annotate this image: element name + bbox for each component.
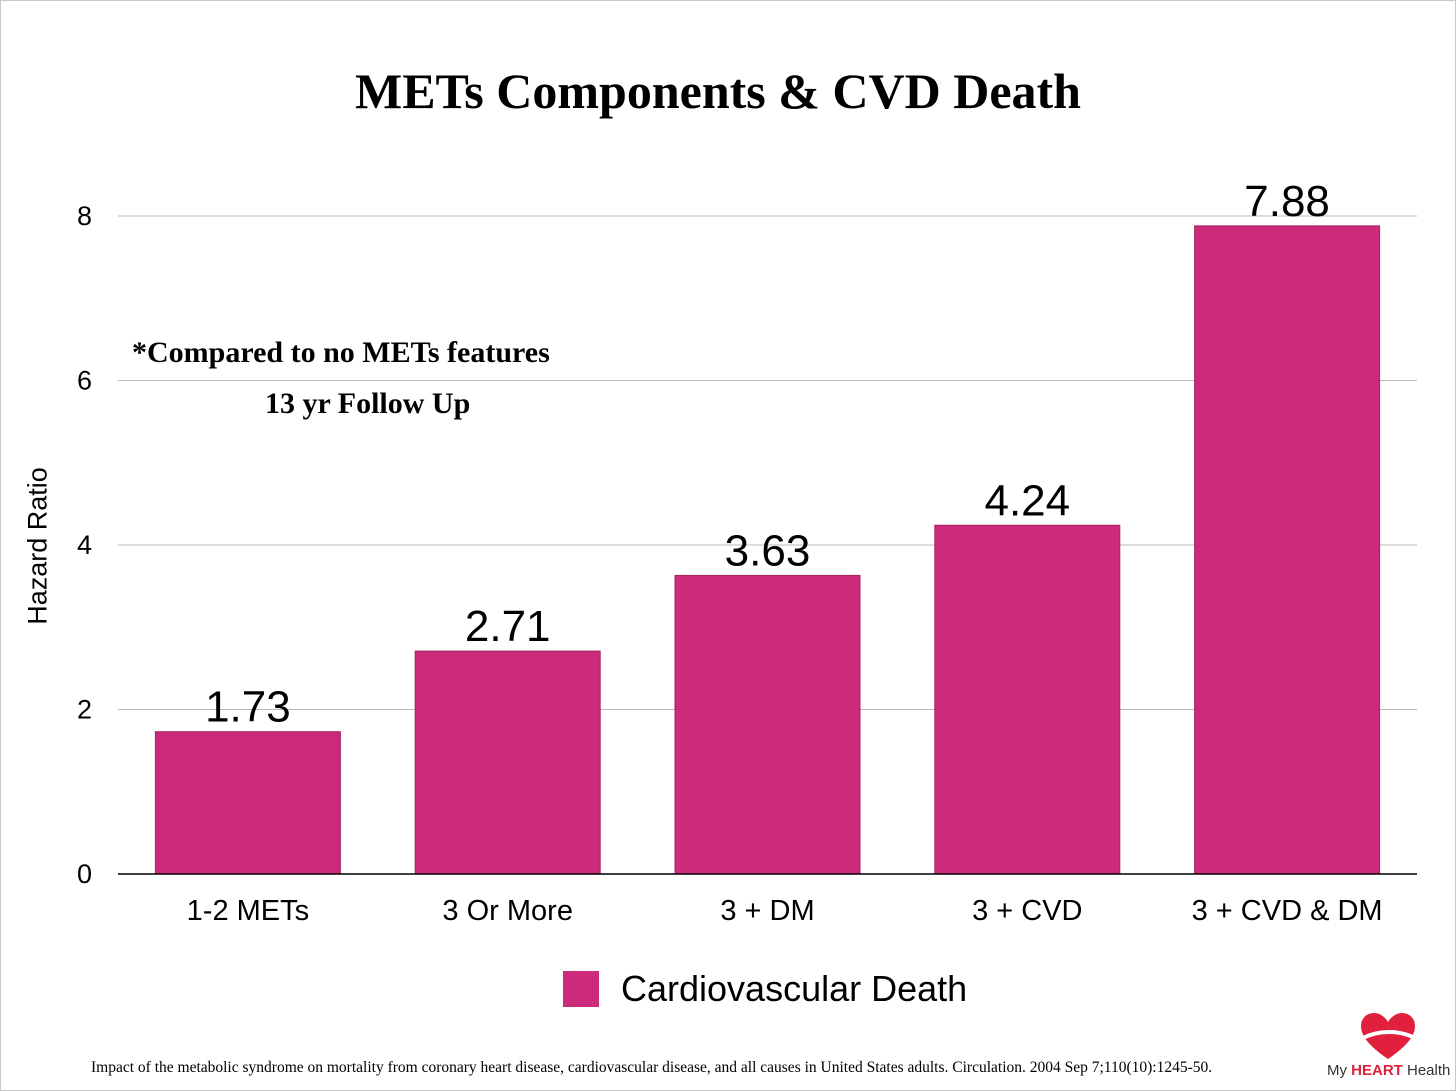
data-label: 3.63 <box>725 526 811 575</box>
logo-text-suffix: Health <box>1402 1062 1451 1079</box>
logo: My HEART Health <box>1327 1012 1450 1086</box>
bar <box>1194 225 1381 875</box>
logo-text-prefix: My <box>1327 1062 1352 1079</box>
x-tick-label: 1-2 METs <box>187 895 309 927</box>
y-tick-label: 6 <box>77 366 92 396</box>
x-tick-label: 3 + CVD & DM <box>1192 895 1383 927</box>
x-tick-label: 3 + DM <box>720 895 814 927</box>
bar <box>414 650 601 875</box>
logo-text: My HEART Health <box>1327 1062 1450 1079</box>
annotation-comparison: *Compared to no METs features <box>132 336 550 369</box>
citation: Impact of the metabolic syndrome on mort… <box>91 1059 1213 1076</box>
legend-swatch <box>563 971 599 1007</box>
y-tick-label: 4 <box>77 530 92 560</box>
y-tick-label: 0 <box>77 859 92 889</box>
bar <box>934 524 1121 875</box>
data-label: 4.24 <box>984 476 1070 525</box>
data-label: 1.73 <box>205 683 291 732</box>
bar <box>674 574 861 875</box>
bar <box>154 731 341 875</box>
data-label: 2.71 <box>465 602 551 651</box>
heart-icon <box>1361 1013 1416 1059</box>
x-tick-label: 3 Or More <box>442 895 573 927</box>
x-tick-label: 3 + CVD <box>972 895 1082 927</box>
data-label: 7.88 <box>1244 177 1330 226</box>
y-tick-label: 8 <box>77 201 92 231</box>
y-tick-label: 2 <box>77 695 92 725</box>
legend-label: Cardiovascular Death <box>621 968 968 1009</box>
annotation-follow-up: 13 yr Follow Up <box>265 387 471 420</box>
chart-title: METs Components & CVD Death <box>355 63 1081 119</box>
legend: Cardiovascular Death <box>563 968 967 1010</box>
logo-text-emphasis: HEART <box>1351 1062 1403 1079</box>
